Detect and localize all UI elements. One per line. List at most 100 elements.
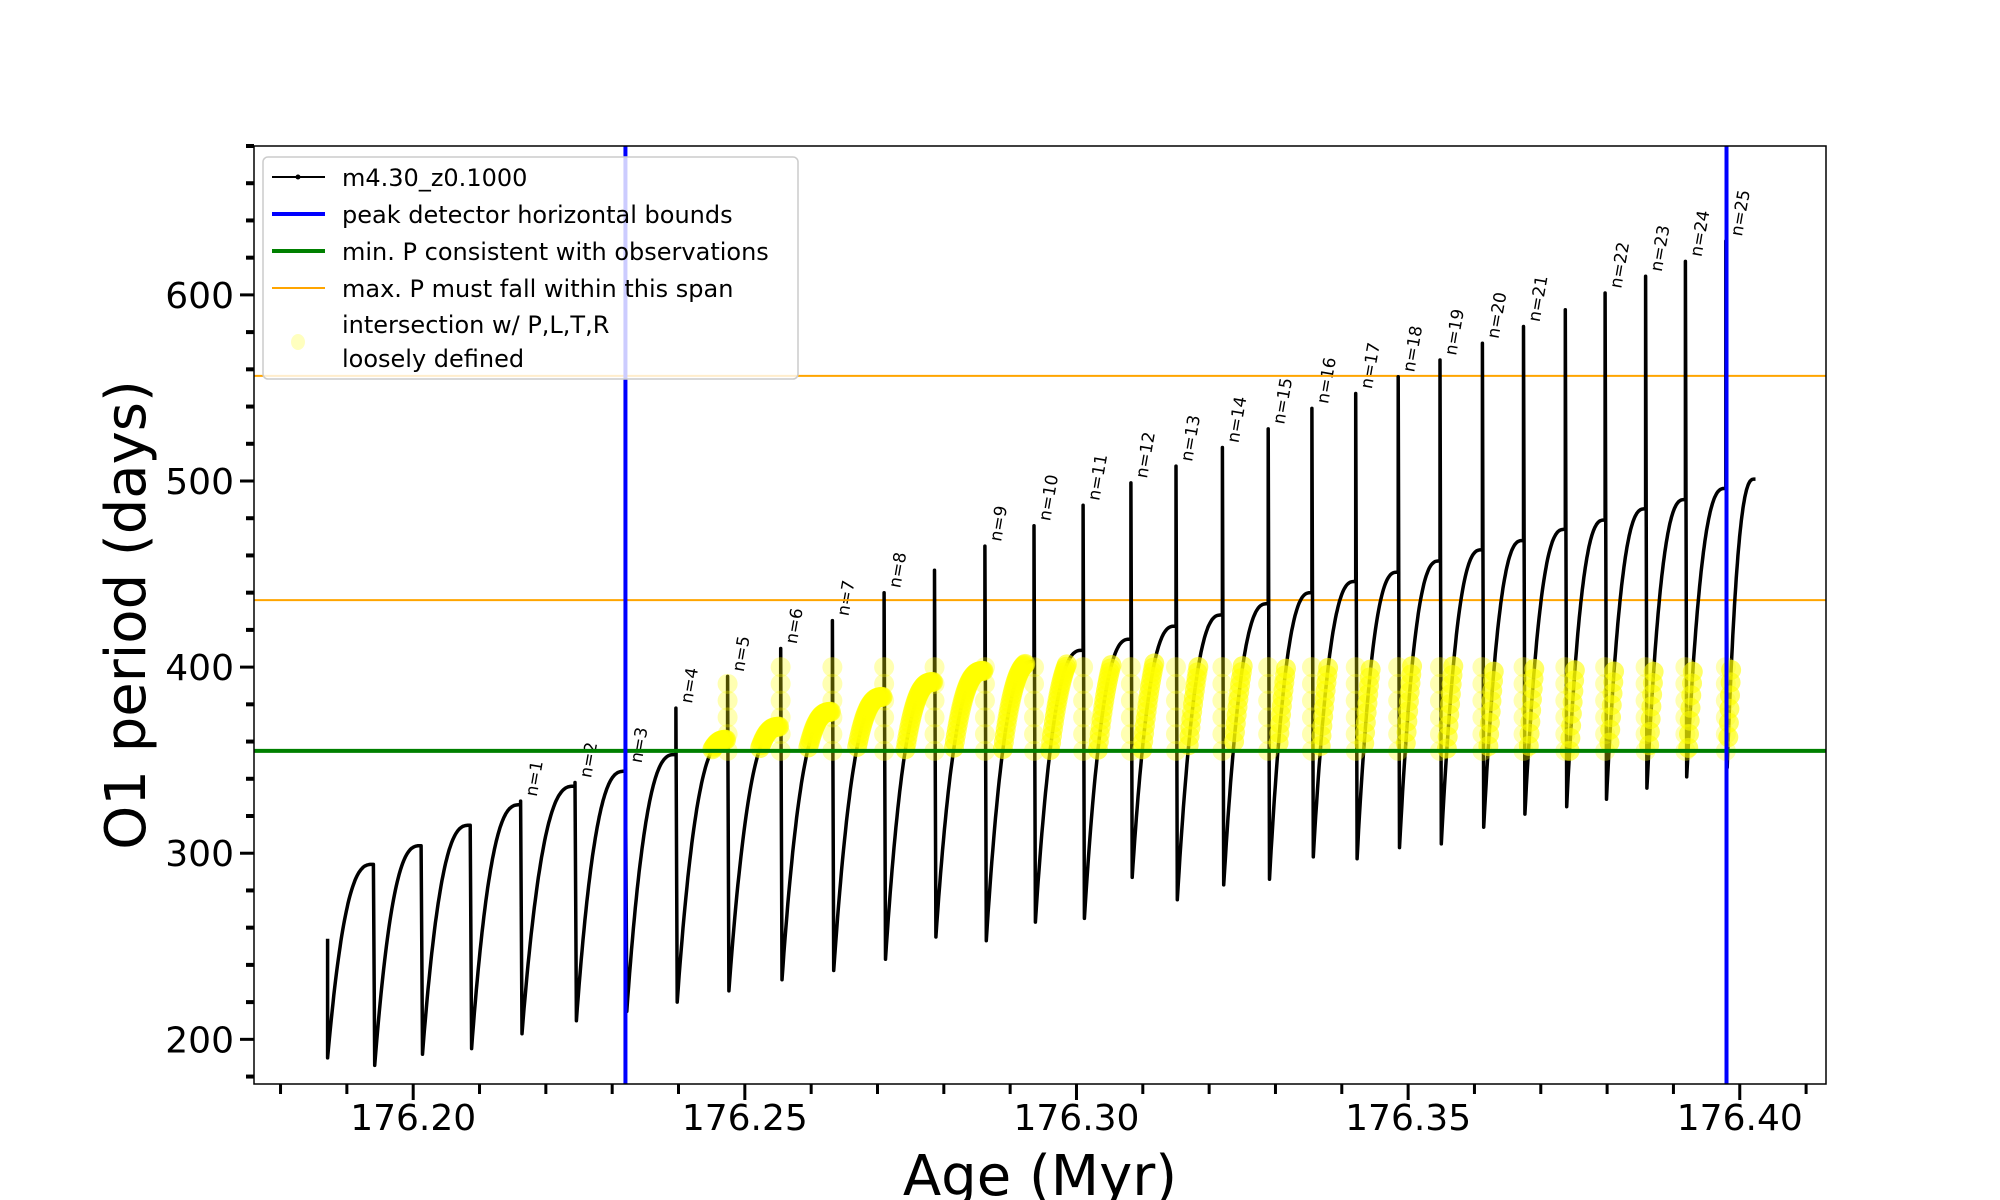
intersection-point: [1073, 724, 1094, 745]
intersection-point: [1472, 673, 1493, 694]
intersection-point: [1513, 657, 1534, 678]
intersection-point: [717, 673, 738, 694]
intersection-point: [1015, 653, 1036, 674]
intersection-point: [974, 690, 995, 711]
legend-label-min-p: min. P consistent with observations: [342, 238, 769, 266]
intersection-point: [717, 690, 738, 711]
intersection-point: [1402, 656, 1423, 677]
legend-label-intersection-line2: loosely defined: [342, 345, 524, 373]
intersection-point: [1120, 690, 1141, 711]
intersection-point: [924, 657, 945, 678]
intersection-point: [1258, 707, 1279, 728]
intersection-point: [1483, 661, 1504, 682]
intersection-point: [1165, 707, 1186, 728]
intersection-point: [1524, 658, 1545, 679]
intersection-point: [770, 724, 791, 745]
intersection-point: [1212, 657, 1233, 678]
intersection-point: [1635, 673, 1656, 694]
intersection-point: [1360, 659, 1381, 680]
intersection-point: [1595, 657, 1616, 678]
intersection-point: [1429, 690, 1450, 711]
x-tick-label: 176.25: [682, 1098, 808, 1139]
intersection-point: [1388, 724, 1409, 745]
intersection-point: [1165, 657, 1186, 678]
intersection-point: [924, 724, 945, 745]
intersection-point: [1258, 724, 1279, 745]
intersection-point: [1472, 707, 1493, 728]
intersection-point: [1604, 661, 1625, 682]
intersection-point: [924, 707, 945, 728]
intersection-point: [874, 673, 895, 694]
intersection-point: [1472, 724, 1493, 745]
intersection-point: [1429, 724, 1450, 745]
intersection-point: [924, 673, 945, 694]
intersection-point: [822, 724, 843, 745]
intersection-point: [1212, 690, 1233, 711]
intersection-point: [770, 690, 791, 711]
intersection-point: [1635, 724, 1656, 745]
intersection-point: [1443, 656, 1464, 677]
intersection-point: [1388, 707, 1409, 728]
intersection-point: [1301, 673, 1322, 694]
intersection-point: [1345, 657, 1366, 678]
intersection-point: [1024, 724, 1045, 745]
intersection-point: [769, 716, 790, 737]
intersection-point: [1513, 707, 1534, 728]
intersection-point: [1635, 707, 1656, 728]
intersection-point: [1643, 661, 1664, 682]
intersection-point: [1073, 690, 1094, 711]
intersection-point: [1555, 657, 1576, 678]
intersection-point: [872, 686, 893, 707]
intersection-point: [1165, 690, 1186, 711]
legend-label-bounds: peak detector horizontal bounds: [342, 201, 733, 229]
intersection-point: [1555, 673, 1576, 694]
intersection-point: [1212, 673, 1233, 694]
intersection-point: [924, 690, 945, 711]
y-tick-label: 400: [165, 648, 234, 689]
intersection-point: [1188, 657, 1209, 678]
intersection-point: [1345, 707, 1366, 728]
intersection-point: [1472, 690, 1493, 711]
intersection-point: [1073, 673, 1094, 694]
intersection-point: [1388, 673, 1409, 694]
intersection-point: [1675, 673, 1696, 694]
intersection-point: [1635, 657, 1656, 678]
intersection-point: [874, 690, 895, 711]
intersection-point: [1024, 657, 1045, 678]
intersection-point: [874, 707, 895, 728]
intersection-point: [1318, 657, 1339, 678]
intersection-point: [1388, 657, 1409, 678]
intersection-point: [1024, 707, 1045, 728]
plot-area: n=1 n=2 n=3n=4n=5n=6n=7n=8n=9n=10 n=11 n=12 n…: [254, 146, 1826, 1084]
intersection-point: [822, 673, 843, 694]
intersection-point: [1345, 724, 1366, 745]
intersection-point: [923, 672, 944, 692]
intersection-point: [1675, 657, 1696, 678]
legend-label-series: m4.30_z0.1000: [342, 164, 527, 192]
legend-yellow-marker-icon: [291, 334, 305, 350]
intersection-point: [1212, 724, 1233, 745]
intersection-point: [1555, 690, 1576, 711]
legend-label-intersection-line1: intersection w/ P,L,T,R: [342, 311, 609, 339]
intersection-point: [1345, 690, 1366, 711]
intersection-point: [1120, 724, 1141, 745]
intersection-point: [874, 724, 895, 745]
axes-frame: [253, 145, 1827, 1085]
intersection-point: [770, 707, 791, 728]
y-tick-label: 300: [165, 834, 234, 875]
intersection-point: [1073, 657, 1094, 678]
intersection-point: [1120, 657, 1141, 678]
intersection-point: [1120, 707, 1141, 728]
intersection-point: [974, 673, 995, 694]
intersection-point: [1073, 707, 1094, 728]
intersection-point: [1675, 724, 1696, 745]
intersection-point: [1301, 724, 1322, 745]
x-tick-label: 176.40: [1677, 1098, 1803, 1139]
intersection-point: [1165, 724, 1186, 745]
intersection-point: [1513, 690, 1534, 711]
intersection-point: [1675, 707, 1696, 728]
intersection-point: [717, 707, 738, 728]
intersection-point: [973, 660, 994, 681]
